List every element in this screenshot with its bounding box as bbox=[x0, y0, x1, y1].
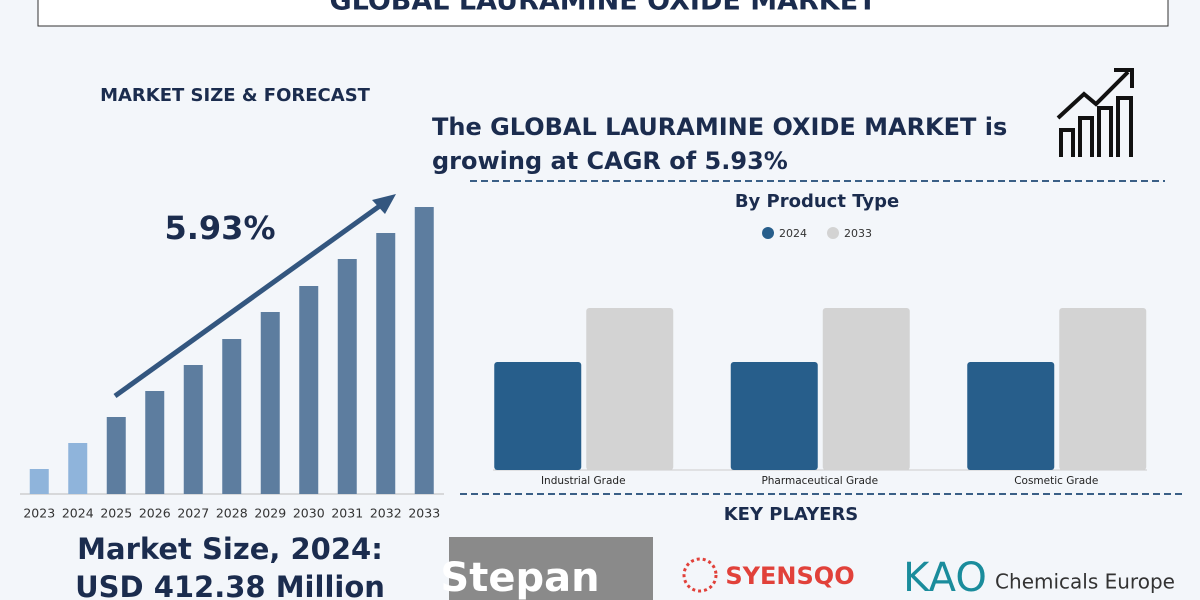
legend-marker bbox=[827, 227, 839, 239]
legend-label: 2024 bbox=[779, 227, 807, 240]
x-tick-label: 2029 bbox=[254, 506, 286, 521]
title: GLOBAL LAURAMINE OXIDE MARKET bbox=[329, 0, 877, 17]
logo-box bbox=[449, 537, 653, 600]
legend-marker bbox=[762, 227, 774, 239]
arrow-head bbox=[372, 194, 396, 214]
bar bbox=[822, 308, 910, 470]
headline: The GLOBAL LAURAMINE OXIDE MARKET is bbox=[432, 113, 1007, 141]
headline: growing at CAGR of 5.93% bbox=[432, 147, 788, 175]
x-tick-label: 2031 bbox=[331, 506, 363, 521]
bar bbox=[68, 443, 88, 494]
bar bbox=[414, 207, 434, 494]
market-size: USD 412.38 Million bbox=[75, 570, 385, 600]
bar bbox=[1059, 308, 1147, 470]
bar bbox=[29, 469, 49, 494]
growth-arrow bbox=[113, 197, 390, 399]
bar bbox=[222, 339, 242, 494]
bar bbox=[183, 365, 203, 494]
x-tick-label: Cosmetic Grade bbox=[1014, 475, 1098, 487]
x-tick-label: Industrial Grade bbox=[541, 475, 626, 487]
bar bbox=[586, 308, 674, 470]
key-players-title: KEY PLAYERS bbox=[724, 504, 859, 525]
x-tick-label: 2032 bbox=[370, 506, 402, 521]
bar bbox=[494, 362, 582, 470]
market-size: Market Size, 2024: bbox=[77, 532, 383, 566]
bar bbox=[260, 312, 280, 494]
bar bbox=[106, 417, 126, 494]
legend-label: 2033 bbox=[844, 227, 872, 240]
bar bbox=[337, 259, 357, 494]
bar bbox=[730, 362, 818, 470]
x-tick-label: 2025 bbox=[100, 506, 132, 521]
logo: Chemicals Europe bbox=[995, 570, 1175, 594]
logo: Stepan bbox=[440, 555, 599, 600]
x-tick-label: 2028 bbox=[216, 506, 248, 521]
bar bbox=[376, 233, 396, 494]
chart-title: By Product Type bbox=[735, 191, 899, 212]
logo: KAO bbox=[903, 555, 987, 600]
x-tick-label: Pharmaceutical Grade bbox=[761, 475, 878, 487]
title-box bbox=[37, 0, 1169, 27]
bar bbox=[967, 362, 1055, 470]
x-tick-label: 2030 bbox=[293, 506, 325, 521]
x-tick-label: 2027 bbox=[177, 506, 209, 521]
x-tick-label: 2026 bbox=[139, 506, 171, 521]
x-tick-label: 2024 bbox=[62, 506, 94, 521]
bar bbox=[299, 286, 319, 494]
x-tick-label: 2033 bbox=[408, 506, 440, 521]
bar bbox=[145, 391, 165, 494]
forecast-heading: MARKET SIZE & FORECAST bbox=[100, 85, 371, 106]
logo-mark bbox=[682, 557, 718, 593]
x-tick-label: 2023 bbox=[23, 506, 55, 521]
logo: SYENSQO bbox=[725, 562, 854, 590]
cagr: 5.93% bbox=[164, 209, 275, 247]
growth-icon bbox=[1056, 68, 1134, 157]
